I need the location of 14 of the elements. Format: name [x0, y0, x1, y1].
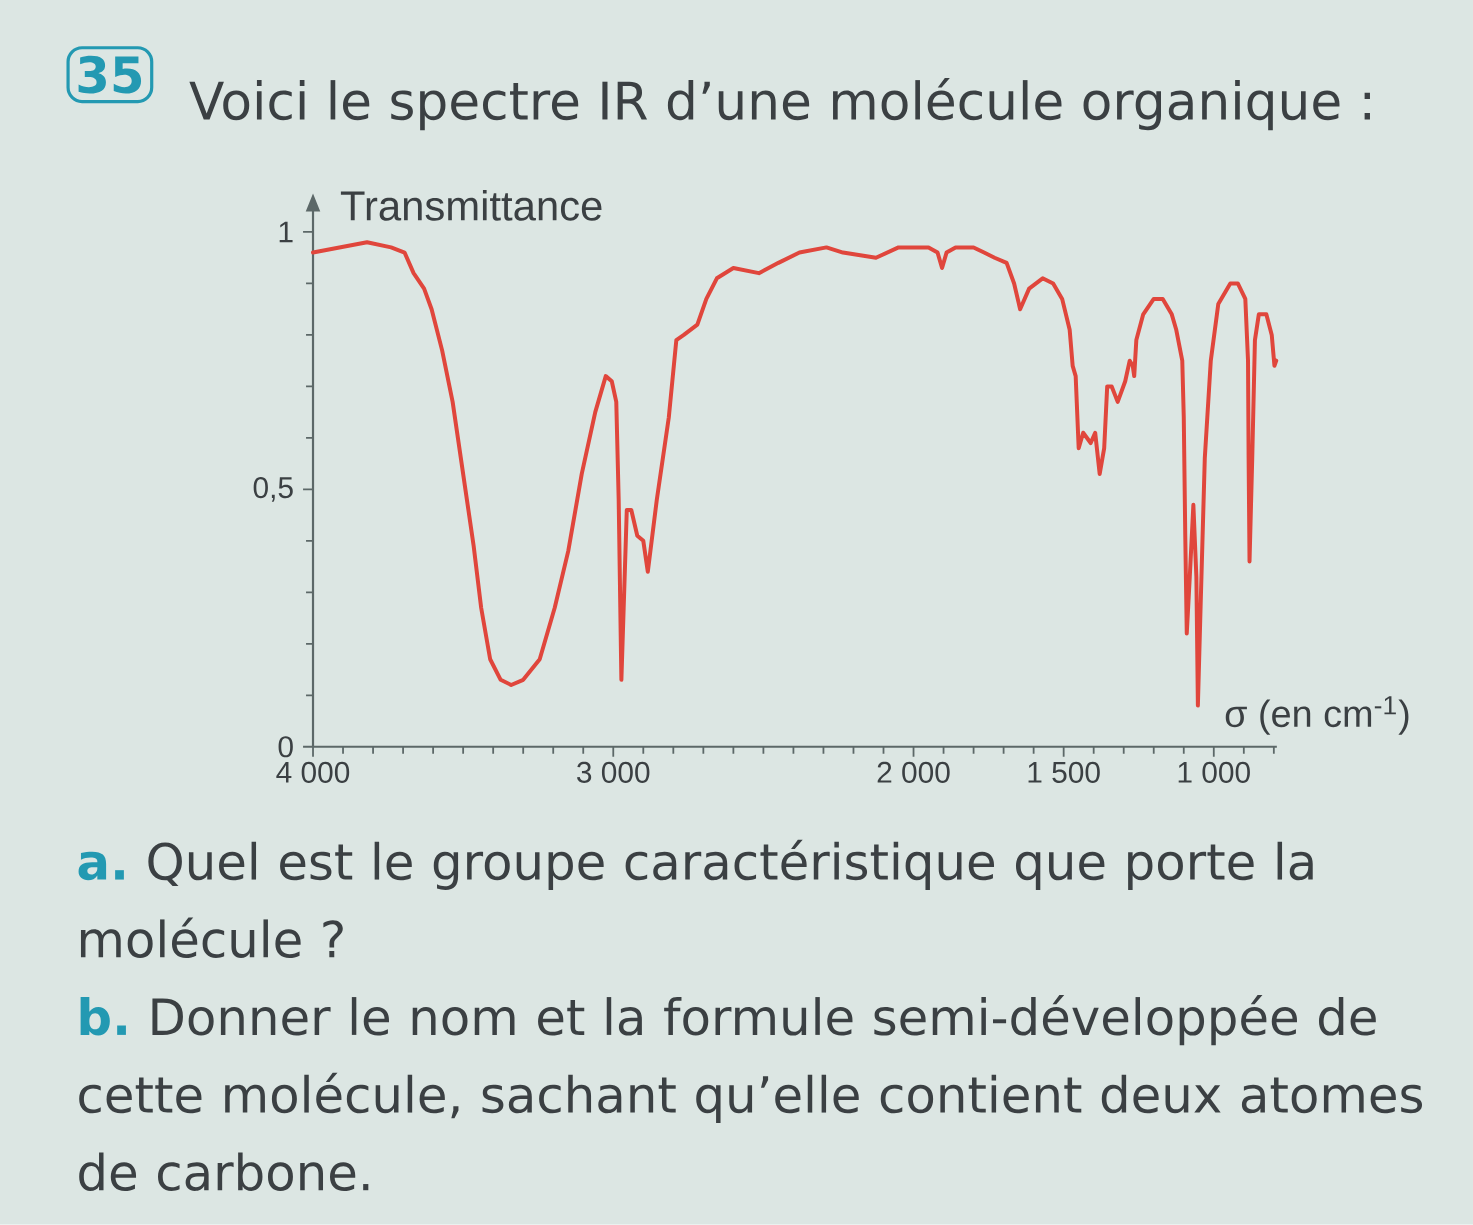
y-tick-label: 1 — [279, 221, 293, 243]
text: a. — [78, 851, 124, 881]
x-axis-title: σ (en cm$^{-1}$) — [1225, 696, 1409, 735]
y-tick-label: 0,5 — [253, 477, 293, 502]
text: 35 — [78, 55, 142, 94]
y-axis-title: Transmittance — [340, 190, 602, 221]
y-tick-label: 0 — [278, 736, 293, 758]
x-tick-label: 3 000 — [577, 761, 650, 784]
x-tick-label: 4 000 — [276, 761, 350, 784]
text: b. — [80, 997, 126, 1036]
chart-title: Voici le spectre IR d’une molécule organique : — [189, 78, 1370, 131]
x-tick-label: 1 500 — [1028, 761, 1100, 784]
x-tick-label: 2 000 — [877, 761, 950, 784]
x-tick-label: 1 000 — [1178, 761, 1250, 784]
